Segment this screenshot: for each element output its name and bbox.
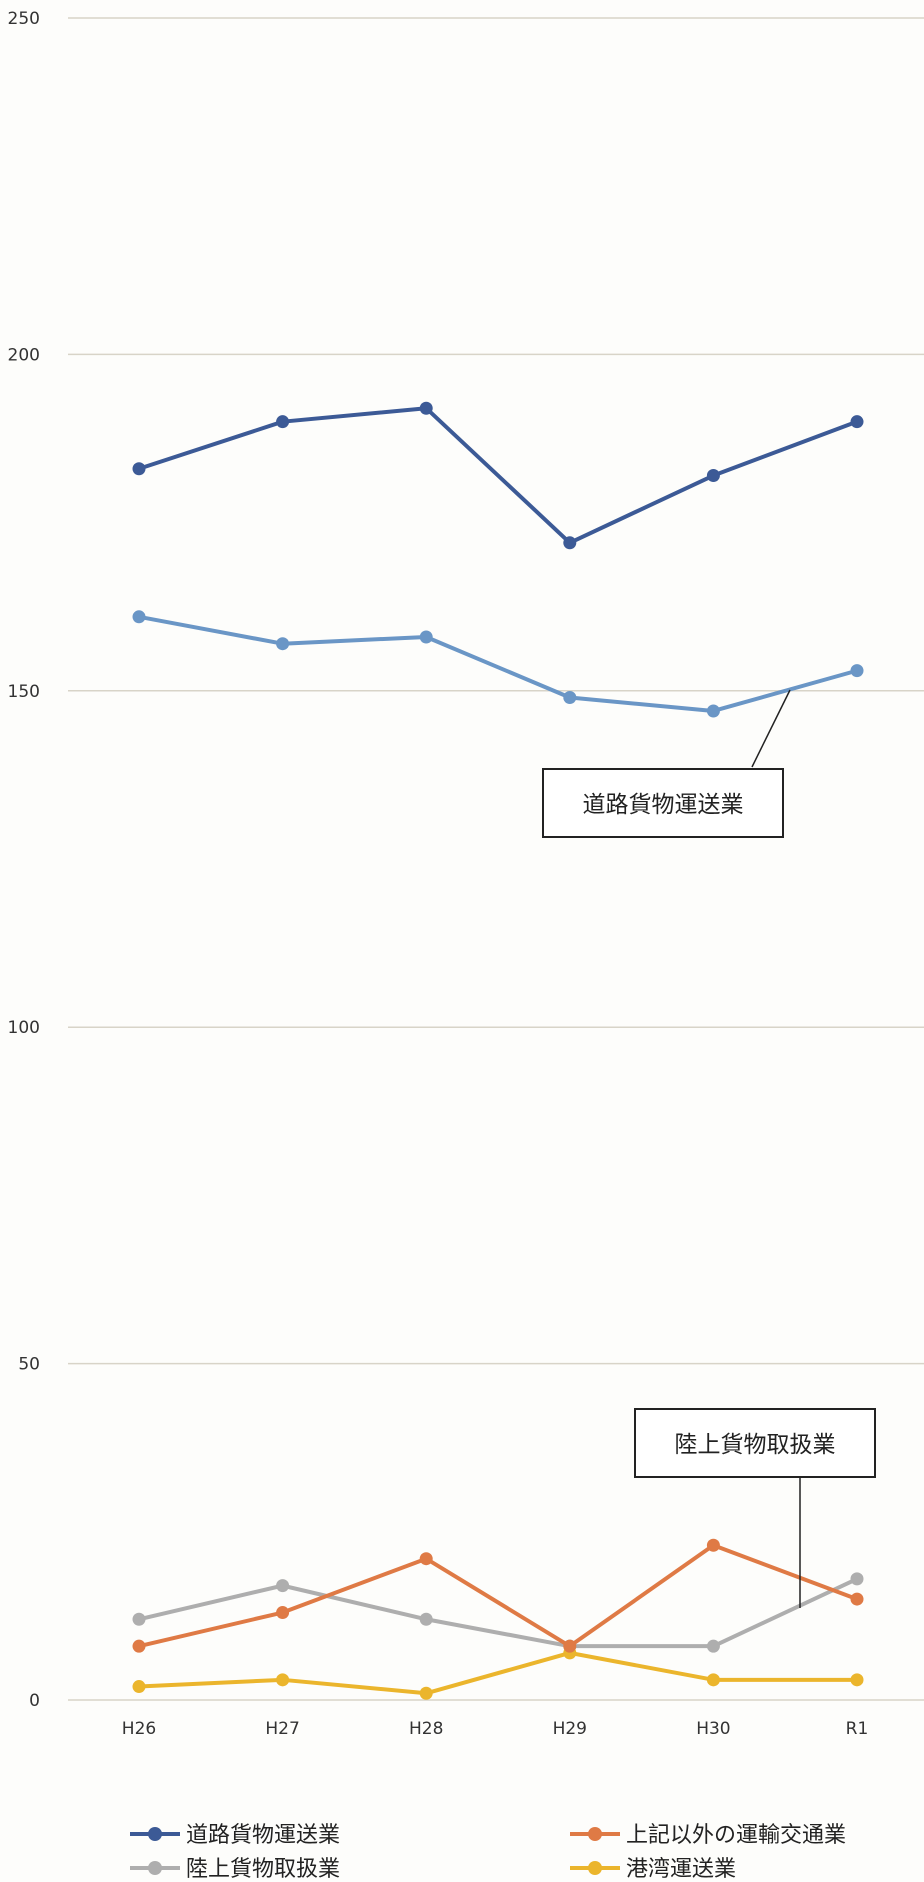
data-point [706, 704, 720, 718]
data-point [419, 1686, 433, 1700]
data-point [706, 469, 720, 483]
data-point [132, 462, 146, 476]
legend-swatch-marker [588, 1861, 602, 1875]
y-tick-label: 50 [18, 1355, 40, 1375]
data-point [850, 1592, 864, 1606]
data-point [132, 1639, 146, 1653]
grid-lines [68, 17, 924, 1701]
data-point [850, 1572, 864, 1586]
x-tick-label: H30 [696, 1719, 730, 1739]
data-point [276, 1673, 290, 1687]
data-point [132, 610, 146, 624]
legend-label: 港湾運送業 [626, 1857, 736, 1882]
data-point [706, 1639, 720, 1653]
data-point [706, 1673, 720, 1687]
data-point [276, 637, 290, 651]
data-point [276, 1606, 290, 1620]
x-tick-label: H26 [122, 1719, 156, 1739]
series-line [138, 1577, 858, 1649]
callout-box-1 [542, 768, 784, 838]
x-tick-label: R1 [846, 1719, 869, 1739]
data-point [276, 1579, 290, 1593]
y-tick-label: 200 [8, 345, 40, 365]
data-point [276, 415, 290, 429]
data-point [419, 1612, 433, 1626]
legend-label: 陸上貨物取扱業 [186, 1857, 340, 1882]
series-lines [132, 401, 864, 1700]
y-tick-label: 150 [8, 682, 40, 702]
x-tick-label: H27 [265, 1719, 299, 1739]
x-tick-label: H29 [553, 1719, 587, 1739]
callout-box-2 [634, 1408, 876, 1478]
series-line [138, 1650, 857, 1696]
data-point [132, 1680, 146, 1694]
legend-swatch-marker [148, 1861, 162, 1875]
series-line [138, 406, 858, 545]
data-point [563, 536, 577, 550]
data-point [419, 401, 433, 415]
callout-label-2: 陸上貨物取扱業 [675, 1432, 836, 1458]
data-point [850, 415, 864, 429]
callout-label-1: 道路貨物運送業 [583, 792, 744, 818]
data-point [706, 1538, 720, 1552]
legend-label: 道路貨物運送業 [186, 1823, 340, 1848]
series-line [138, 1543, 858, 1649]
data-point [132, 1612, 146, 1626]
y-axis-ticks: 0 50 100 150 200 250 [8, 9, 40, 1711]
callout-connector-1 [751, 689, 791, 768]
data-point [419, 1552, 433, 1566]
data-point [850, 1673, 864, 1687]
data-point [563, 691, 577, 705]
series-line [138, 614, 858, 713]
x-tick-label: H28 [409, 1719, 443, 1739]
y-tick-label: 100 [8, 1018, 40, 1038]
data-point [850, 664, 864, 678]
legend-label: 上記以外の運輸交通業 [626, 1823, 846, 1848]
data-point [563, 1639, 577, 1653]
y-tick-label: 250 [8, 9, 40, 29]
data-point [419, 630, 433, 644]
x-axis-ticks: H26 H27 H28 H29 H30 R1 [122, 1719, 869, 1739]
legend-swatch-marker [148, 1827, 162, 1841]
legend-swatch-marker [588, 1827, 602, 1841]
y-tick-label: 0 [29, 1691, 40, 1711]
